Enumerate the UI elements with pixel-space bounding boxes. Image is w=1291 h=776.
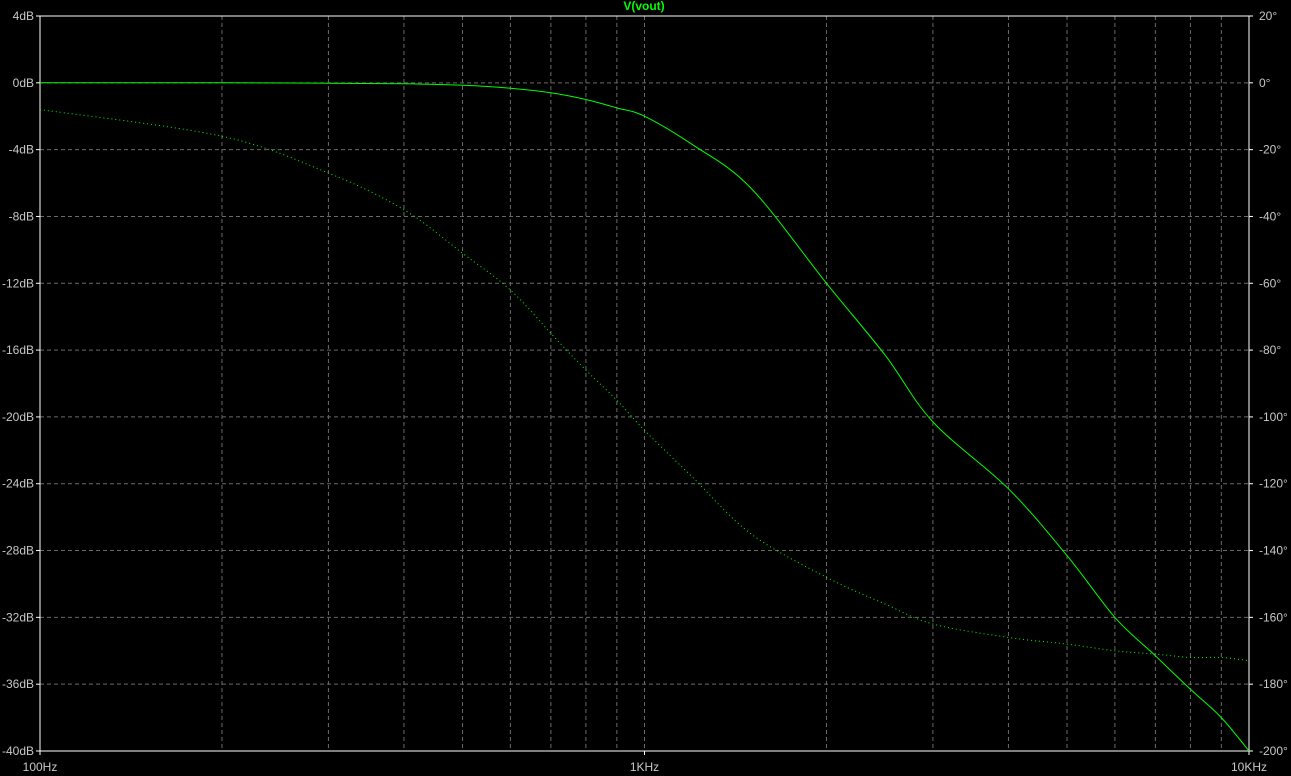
left-tick-label: -12dB [2, 276, 34, 290]
left-tick-label: -28dB [2, 544, 34, 558]
left-tick-label: -24dB [2, 477, 34, 491]
right-tick-label: -80° [1259, 343, 1281, 357]
x-tick-label: 1KHz [630, 760, 659, 774]
left-tick-label: -16dB [2, 343, 34, 357]
right-tick-label: -60° [1259, 276, 1281, 290]
plot-grid [40, 16, 1249, 751]
x-tick-label: 10KHz [1231, 760, 1267, 774]
left-tick-label: -8dB [9, 209, 34, 223]
left-tick-label: -4dB [9, 143, 34, 157]
right-tick-label: -20° [1259, 143, 1281, 157]
right-tick-label: 20° [1259, 9, 1277, 23]
right-tick-label: -140° [1259, 544, 1288, 558]
phase-trace [39, 109, 1250, 662]
x-tick-label: 100Hz [23, 760, 58, 774]
plot-traces [39, 82, 1250, 752]
right-tick-label: 0° [1259, 76, 1271, 90]
right-tick-label: -200° [1259, 744, 1288, 758]
right-tick-label: -40° [1259, 209, 1281, 223]
left-tick-label: -20dB [2, 410, 34, 424]
right-tick-label: -100° [1259, 410, 1288, 424]
right-tick-label: -160° [1259, 610, 1288, 624]
trace-title[interactable]: V(vout) [623, 0, 664, 13]
left-tick-label: 0dB [13, 76, 34, 90]
left-tick-label: -40dB [2, 744, 34, 758]
right-axis-ticks: 20° 0° -20° -40° -60° -80° -100° -120° -140° -160… [1249, 9, 1288, 758]
left-tick-label: 4dB [13, 9, 34, 23]
left-axis-ticks: 4dB 0dB -4dB -8dB -12dB -16dB -20dB -24dB -28dB -… [2, 9, 40, 758]
left-tick-label: -32dB [2, 610, 34, 624]
right-tick-label: -120° [1259, 477, 1288, 491]
magnitude-trace [40, 82, 1250, 752]
right-tick-label: -180° [1259, 677, 1288, 691]
left-tick-label: -36dB [2, 677, 34, 691]
x-axis-ticks: 100Hz 1KHz 10KHz [23, 751, 1267, 774]
